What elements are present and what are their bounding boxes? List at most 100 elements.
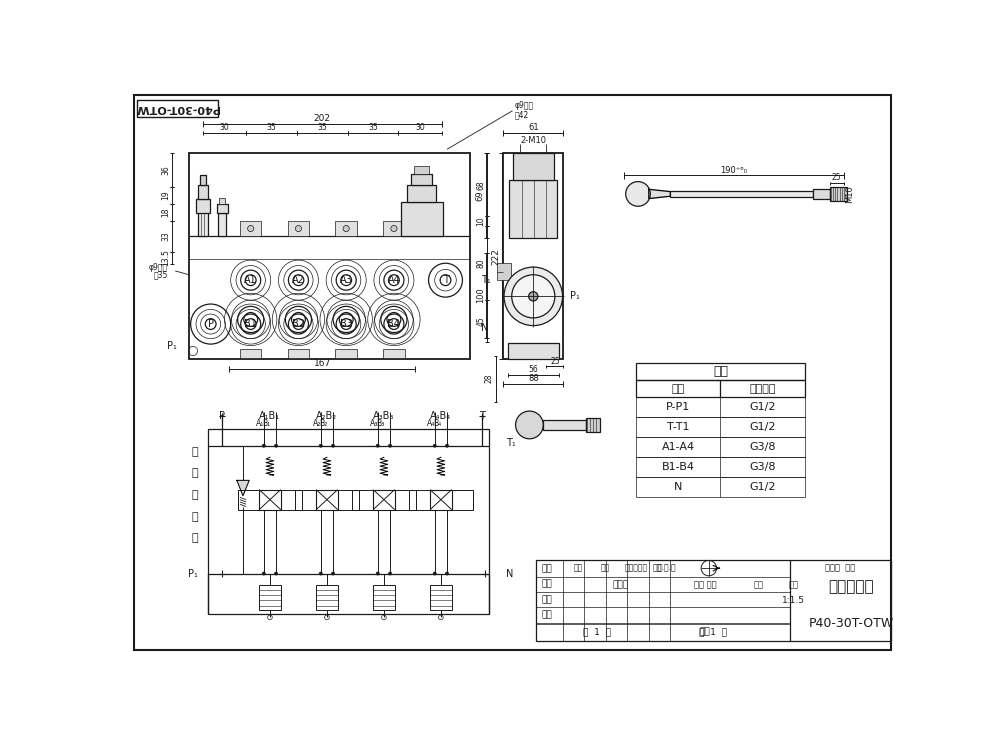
Text: 原: 原: [191, 490, 198, 500]
Text: 56: 56: [528, 365, 538, 374]
Text: P: P: [208, 319, 214, 329]
Text: 年.月.日: 年.月.日: [657, 564, 676, 573]
Text: B₁: B₁: [262, 419, 270, 428]
Circle shape: [275, 572, 278, 575]
Circle shape: [332, 572, 335, 575]
Text: 100: 100: [476, 287, 485, 304]
Bar: [259, 489, 281, 509]
Text: A4: A4: [388, 275, 400, 285]
Text: 共  1  张: 共 1 张: [583, 628, 611, 637]
Text: 88: 88: [528, 374, 539, 383]
Circle shape: [275, 444, 278, 447]
Text: 批准: 批准: [700, 628, 710, 637]
Bar: [200, 175, 206, 186]
Text: A₃B₃: A₃B₃: [373, 411, 395, 422]
Bar: [295, 489, 316, 509]
Text: A₄: A₄: [427, 419, 435, 428]
Text: 35: 35: [368, 123, 378, 132]
Text: 25: 25: [550, 357, 560, 366]
Bar: [240, 349, 261, 358]
Circle shape: [433, 444, 436, 447]
Bar: [411, 174, 432, 185]
Text: A1-A4: A1-A4: [661, 442, 695, 453]
Bar: [512, 153, 554, 180]
Polygon shape: [237, 481, 249, 496]
Circle shape: [389, 444, 392, 447]
Circle shape: [319, 444, 322, 447]
Text: G1/2: G1/2: [750, 482, 776, 492]
Circle shape: [391, 226, 397, 231]
Text: 第  1  张: 第 1 张: [699, 628, 727, 637]
Circle shape: [389, 572, 392, 575]
Text: φ9通孔: φ9通孔: [515, 101, 534, 110]
Circle shape: [295, 226, 302, 231]
Text: A₁B₁: A₁B₁: [259, 411, 281, 422]
Text: P₁: P₁: [167, 340, 177, 351]
Bar: [217, 204, 228, 213]
Text: 版本号  类型: 版本号 类型: [825, 564, 855, 573]
Text: 审核: 审核: [541, 611, 552, 620]
Text: B1: B1: [244, 319, 257, 329]
Bar: [189, 153, 470, 360]
Bar: [383, 349, 405, 358]
Bar: [198, 186, 208, 199]
Text: 45: 45: [476, 316, 485, 326]
Text: 签名: 签名: [653, 564, 662, 573]
Bar: [395, 489, 416, 509]
Bar: [670, 559, 790, 640]
Bar: [409, 489, 430, 509]
Text: A₁: A₁: [256, 419, 264, 428]
Text: A₂B₂: A₂B₂: [316, 411, 337, 422]
Bar: [335, 221, 357, 237]
Text: φ9通孔: φ9通孔: [148, 262, 168, 271]
Bar: [240, 221, 261, 237]
Bar: [830, 187, 847, 201]
Text: P₁: P₁: [570, 291, 580, 301]
Text: N: N: [506, 568, 514, 579]
Bar: [497, 263, 511, 280]
Text: B₄: B₄: [433, 419, 441, 428]
Text: A3: A3: [340, 275, 353, 285]
Text: 35: 35: [267, 123, 277, 132]
Bar: [316, 489, 338, 509]
Text: 标准化: 标准化: [612, 581, 628, 590]
Text: 10: 10: [476, 216, 485, 226]
Text: 25: 25: [832, 173, 841, 182]
Text: B₃: B₃: [376, 419, 384, 428]
Text: P: P: [219, 411, 225, 422]
Text: G3/8: G3/8: [750, 442, 776, 453]
Text: 液: 液: [191, 447, 198, 457]
Text: P40-30T-OTW: P40-30T-OTW: [809, 617, 894, 630]
Text: 30: 30: [220, 123, 230, 132]
Bar: [335, 349, 357, 358]
Bar: [137, 100, 218, 117]
Text: 61: 61: [528, 123, 539, 132]
Text: 批良 标记: 批良 标记: [694, 581, 716, 590]
Circle shape: [504, 267, 563, 326]
Circle shape: [332, 444, 335, 447]
Text: 80: 80: [476, 258, 485, 268]
Bar: [430, 489, 452, 509]
Text: 36: 36: [161, 165, 170, 175]
Bar: [198, 196, 208, 237]
Bar: [452, 489, 473, 509]
Bar: [338, 489, 359, 509]
Bar: [636, 380, 805, 397]
Bar: [503, 153, 563, 360]
Circle shape: [376, 444, 379, 447]
Text: 理: 理: [191, 511, 198, 522]
Bar: [383, 221, 405, 237]
Polygon shape: [649, 189, 670, 198]
Circle shape: [516, 411, 543, 439]
Bar: [636, 457, 805, 478]
Text: 2-M10: 2-M10: [520, 136, 546, 145]
Text: 33: 33: [161, 231, 170, 241]
Bar: [373, 489, 395, 509]
Text: 68: 68: [476, 180, 485, 189]
Circle shape: [262, 572, 265, 575]
Bar: [414, 167, 429, 174]
Text: 压: 压: [191, 469, 198, 478]
Circle shape: [446, 572, 449, 575]
Text: B4: B4: [387, 319, 400, 329]
Text: 重量: 重量: [754, 581, 764, 590]
